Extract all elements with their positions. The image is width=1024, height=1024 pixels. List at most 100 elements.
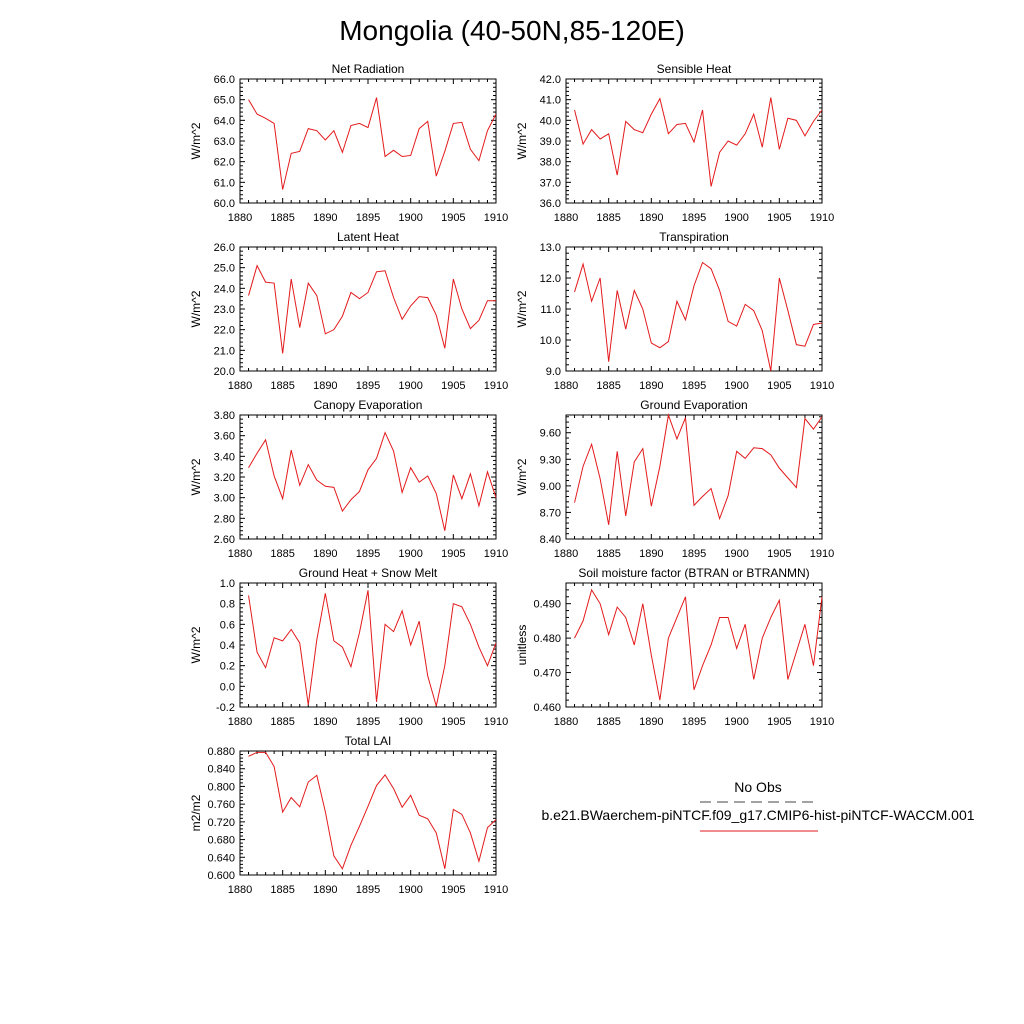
y-tick-label: 9.60 [540,428,561,440]
x-tick-label: 1895 [356,548,380,560]
x-tick-label: 1890 [313,212,337,224]
panel-title: Sensible Heat [657,62,732,76]
x-tick-label: 1900 [724,380,748,392]
x-tick-label: 1895 [682,548,706,560]
x-tick-label: 1880 [228,212,252,224]
x-tick-label: 1900 [398,548,422,560]
y-tick-label: 26.0 [214,242,235,254]
x-tick-label: 1890 [639,548,663,560]
y-tick-label: 9.0 [546,366,561,378]
x-tick-label: 1900 [724,548,748,560]
x-tick-label: 1910 [484,548,508,560]
x-tick-label: 1910 [484,212,508,224]
y-tick-label: 9.30 [540,454,561,466]
x-tick-label: 1895 [682,716,706,728]
y-tick-label: 3.80 [214,410,235,422]
x-tick-label: 1885 [596,548,620,560]
y-axis-label: W/m^2 [189,458,203,495]
x-tick-label: 1910 [484,380,508,392]
x-tick-label: 1905 [441,716,465,728]
series-line-total-lai [248,751,497,870]
y-tick-label: 2.80 [214,513,235,525]
x-tick-label: 1885 [270,716,294,728]
x-tick-label: 1895 [682,212,706,224]
x-tick-label: 1880 [554,548,578,560]
x-tick-label: 1880 [228,716,252,728]
x-tick-label: 1905 [767,548,791,560]
x-tick-label: 1895 [356,212,380,224]
y-tick-label: 38.0 [540,157,561,169]
panel-transpiration: 1880 1885 1890 1895 1900 1905 1910 9.0 10.0 11.0 1… [515,230,834,392]
y-tick-label: 1.0 [220,578,235,590]
panel-title: Transpiration [659,230,729,244]
x-tick-label: 1890 [313,884,337,896]
x-tick-label: 1885 [596,716,620,728]
y-tick-label: 37.0 [540,177,561,189]
y-tick-label: 0.480 [533,633,561,645]
x-tick-label: 1890 [313,548,337,560]
x-tick-label: 1895 [356,380,380,392]
panel-title: Canopy Evaporation [314,398,423,412]
x-tick-label: 1885 [596,380,620,392]
y-tick-label: 3.40 [214,451,235,463]
y-tick-label: 39.0 [540,136,561,148]
y-tick-label: 42.0 [540,74,561,86]
plot-frame [565,414,823,540]
y-tick-label: 12.0 [540,273,561,285]
panel-title: Ground Heat + Snow Melt [299,566,438,580]
x-tick-label: 1890 [313,380,337,392]
y-tick-label: 10.0 [540,335,561,347]
x-tick-label: 1890 [639,380,663,392]
y-tick-label: 66.0 [214,74,235,86]
panel-title: Total LAI [345,734,392,748]
y-tick-label: 0.600 [207,870,235,882]
panel-latent-heat: 1880 1885 1890 1895 1900 1905 1910 20.0 21.0 22.0… [189,230,508,392]
x-tick-label: 1910 [810,716,834,728]
x-tick-label: 1890 [313,716,337,728]
y-tick-label: 25.0 [214,263,235,275]
panel-canopy-evaporation: 1880 1885 1890 1895 1900 1905 1910 2.60 2.80 3.00… [189,398,508,560]
y-tick-label: 0.2 [220,661,235,673]
y-tick-label: 21.0 [214,345,235,357]
y-tick-label: 65.0 [214,95,235,107]
x-tick-label: 1910 [484,884,508,896]
y-tick-label: 40.0 [540,115,561,127]
x-tick-label: 1900 [724,716,748,728]
x-tick-label: 1905 [441,212,465,224]
y-tick-label: 0.760 [207,799,235,811]
y-tick-label: 0.6 [220,619,235,631]
x-tick-label: 1910 [810,548,834,560]
x-tick-label: 1895 [356,716,380,728]
x-tick-label: 1900 [398,716,422,728]
y-axis-label: W/m^2 [189,626,203,663]
y-tick-label: 3.60 [214,431,235,443]
y-tick-label: 0.880 [207,746,235,758]
panel-total-lai: 1880 1885 1890 1895 1900 1905 1910 0.600 0.640 0.… [189,734,508,896]
y-tick-label: 60.0 [214,198,235,210]
y-tick-label: 3.00 [214,493,235,505]
series-line-ground-evaporation [574,413,823,525]
y-tick-label: 0.8 [220,599,235,611]
y-axis-label: W/m^2 [515,458,529,495]
x-tick-label: 1880 [554,380,578,392]
y-tick-label: 22.0 [214,325,235,337]
x-tick-label: 1905 [441,380,465,392]
legend-model-label: b.e21.BWaerchem-piNTCF.f09_g17.CMIP6-his… [541,807,974,823]
y-axis-label: W/m^2 [189,290,203,327]
x-tick-label: 1890 [639,212,663,224]
y-tick-label: 41.0 [540,95,561,107]
x-tick-label: 1880 [228,548,252,560]
series-line-net-radiation [248,97,497,190]
y-tick-label: 0.720 [207,817,235,829]
y-tick-label: 0.640 [207,852,235,864]
panels: 1880 1885 1890 1895 1900 1905 1910 60.0 61.0 62.0… [189,62,834,896]
y-tick-label: 0.680 [207,835,235,847]
y-tick-label: 0.490 [533,599,561,611]
panel-title: Latent Heat [337,230,400,244]
plot-frame [239,414,497,540]
plot-frame [239,750,497,876]
series-line-ground-heat-snow-melt [248,590,497,707]
y-tick-label: 0.800 [207,781,235,793]
y-tick-label: 0.4 [220,640,235,652]
